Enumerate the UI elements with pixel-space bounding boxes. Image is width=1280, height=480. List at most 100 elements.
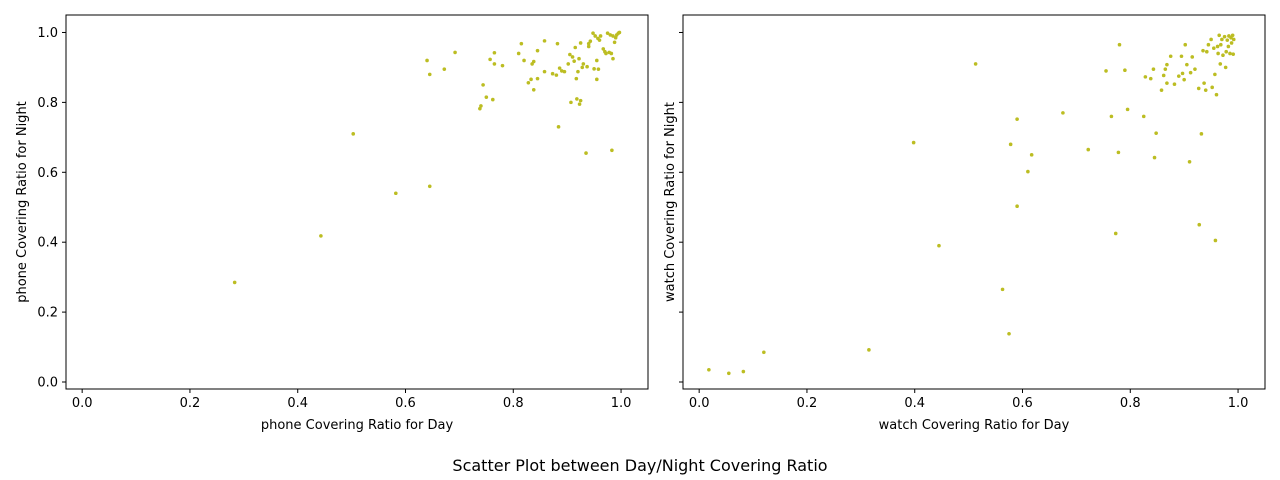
phone-y-axis-label: phone Covering Ratio for Night bbox=[15, 101, 30, 303]
phone-data-point bbox=[611, 56, 615, 61]
phone-y-tick-label: 0.6 bbox=[37, 166, 58, 181]
phone-data-point bbox=[516, 51, 521, 56]
watch-data-point bbox=[911, 140, 916, 145]
phone-data-point bbox=[569, 100, 573, 105]
watch-data-point bbox=[1104, 69, 1108, 73]
watch-data-point bbox=[1113, 231, 1118, 236]
figure-title: Scatter Plot between Day/Night Covering … bbox=[452, 456, 827, 475]
phone-data-point bbox=[608, 33, 613, 37]
phone-data-point bbox=[554, 73, 559, 77]
phone-data-point bbox=[559, 69, 564, 73]
watch-data-point bbox=[1151, 67, 1156, 71]
phone-data-point bbox=[596, 67, 601, 71]
phone-data-point bbox=[593, 34, 597, 38]
phone-data-point bbox=[610, 148, 614, 153]
phone-data-point bbox=[584, 151, 588, 155]
watch-data-point bbox=[1222, 34, 1227, 39]
phone-data-point bbox=[519, 41, 524, 46]
watch-data-point bbox=[1225, 38, 1230, 42]
phone-data-point bbox=[531, 88, 536, 92]
phone-data-point bbox=[522, 58, 526, 63]
phone-data-point bbox=[577, 102, 582, 106]
phone-data-point bbox=[573, 45, 578, 50]
watch-scatter-panel: 0.0 0.2 0.4 0.6 0.8 1.0 watch Covering Ratio f… bbox=[663, 14, 1266, 433]
phone-data-point bbox=[542, 69, 547, 74]
phone-data-point bbox=[566, 62, 571, 66]
phone-data-point bbox=[232, 280, 237, 285]
watch-data-point bbox=[1199, 132, 1204, 136]
watch-data-point bbox=[1116, 150, 1121, 155]
phone-x-tick-label: 0.2 bbox=[180, 396, 201, 411]
watch-data-point bbox=[1203, 88, 1208, 92]
phone-data-point bbox=[588, 39, 593, 44]
watch-data-point bbox=[973, 62, 978, 66]
watch-data-point bbox=[1216, 51, 1220, 56]
phone-data-point bbox=[575, 97, 579, 101]
watch-data-point bbox=[1231, 52, 1236, 56]
watch-data-point bbox=[707, 367, 711, 372]
watch-data-point bbox=[1230, 33, 1235, 38]
phone-data-point bbox=[604, 51, 608, 56]
phone-data-point bbox=[478, 106, 482, 111]
watch-data-point bbox=[1205, 49, 1209, 54]
phone-data-point bbox=[351, 132, 356, 136]
watch-data-point bbox=[1179, 54, 1184, 59]
phone-data-point bbox=[581, 62, 586, 66]
phone-data-point bbox=[609, 51, 614, 56]
watch-data-point bbox=[1190, 55, 1195, 59]
phone-data-point bbox=[492, 62, 497, 66]
phone-data-point bbox=[425, 58, 429, 63]
phone-y-tick-label: 0.2 bbox=[37, 306, 58, 321]
phone-data-point bbox=[500, 63, 505, 68]
watch-data-point bbox=[1008, 142, 1013, 147]
watch-data-point bbox=[1117, 42, 1122, 47]
watch-data-point bbox=[1214, 92, 1219, 97]
phone-data-point bbox=[479, 104, 483, 108]
watch-x-tick-label: 0.0 bbox=[689, 396, 710, 411]
phone-data-point bbox=[442, 67, 447, 71]
watch-x-tick-label: 0.4 bbox=[904, 396, 925, 411]
phone-x-tick-label: 1.0 bbox=[611, 396, 632, 411]
phone-data-point bbox=[601, 47, 606, 51]
phone-data-point bbox=[591, 31, 595, 35]
phone-data-point bbox=[555, 41, 560, 46]
watch-x-tick-label: 1.0 bbox=[1228, 396, 1249, 411]
watch-data-point bbox=[1213, 72, 1217, 77]
watch-data-point bbox=[1172, 82, 1177, 87]
phone-data-point bbox=[526, 81, 531, 85]
phone-data-point bbox=[611, 34, 615, 38]
phone-data-point bbox=[562, 69, 567, 74]
watch-data-point bbox=[1163, 67, 1168, 71]
phone-y-tick-label: 1.0 bbox=[37, 26, 58, 41]
phone-scatter-panel: 0.0 0.2 0.4 0.6 0.8 1.0 0.0 0.2 0.4 0.6 0.8 1.0 phon… bbox=[15, 14, 649, 433]
watch-data-point bbox=[1029, 153, 1034, 157]
watch-data-point bbox=[1201, 48, 1205, 53]
phone-x-tick-label: 0.4 bbox=[287, 396, 308, 411]
watch-data-point bbox=[1159, 88, 1164, 92]
watch-x-tick-label: 0.2 bbox=[797, 396, 818, 411]
phone-data-point bbox=[568, 52, 572, 57]
watch-data-point bbox=[1109, 114, 1114, 119]
watch-data-point bbox=[1202, 81, 1206, 85]
watch-data-point bbox=[1187, 160, 1192, 164]
phone-data-point bbox=[592, 67, 596, 71]
watch-data-point bbox=[1221, 53, 1225, 57]
phone-data-point bbox=[535, 48, 540, 53]
watch-data-point bbox=[1196, 86, 1201, 91]
watch-data-point bbox=[1168, 54, 1173, 59]
watch-data-point bbox=[1188, 70, 1193, 75]
phone-data-point bbox=[595, 58, 599, 63]
watch-x-tick-label: 0.8 bbox=[1120, 396, 1141, 411]
watch-data-point bbox=[1180, 71, 1185, 76]
phone-data-point bbox=[556, 125, 561, 129]
watch-data-point bbox=[1176, 74, 1181, 78]
watch-data-point bbox=[1229, 41, 1234, 45]
phone-data-point bbox=[577, 56, 581, 61]
phone-data-point bbox=[585, 64, 589, 69]
watch-data-point bbox=[1015, 204, 1019, 208]
watch-data-point bbox=[1061, 111, 1065, 115]
watch-data-point bbox=[1000, 287, 1005, 292]
phone-x-tick-label: 0.8 bbox=[503, 396, 524, 411]
phone-data-point bbox=[580, 65, 585, 70]
